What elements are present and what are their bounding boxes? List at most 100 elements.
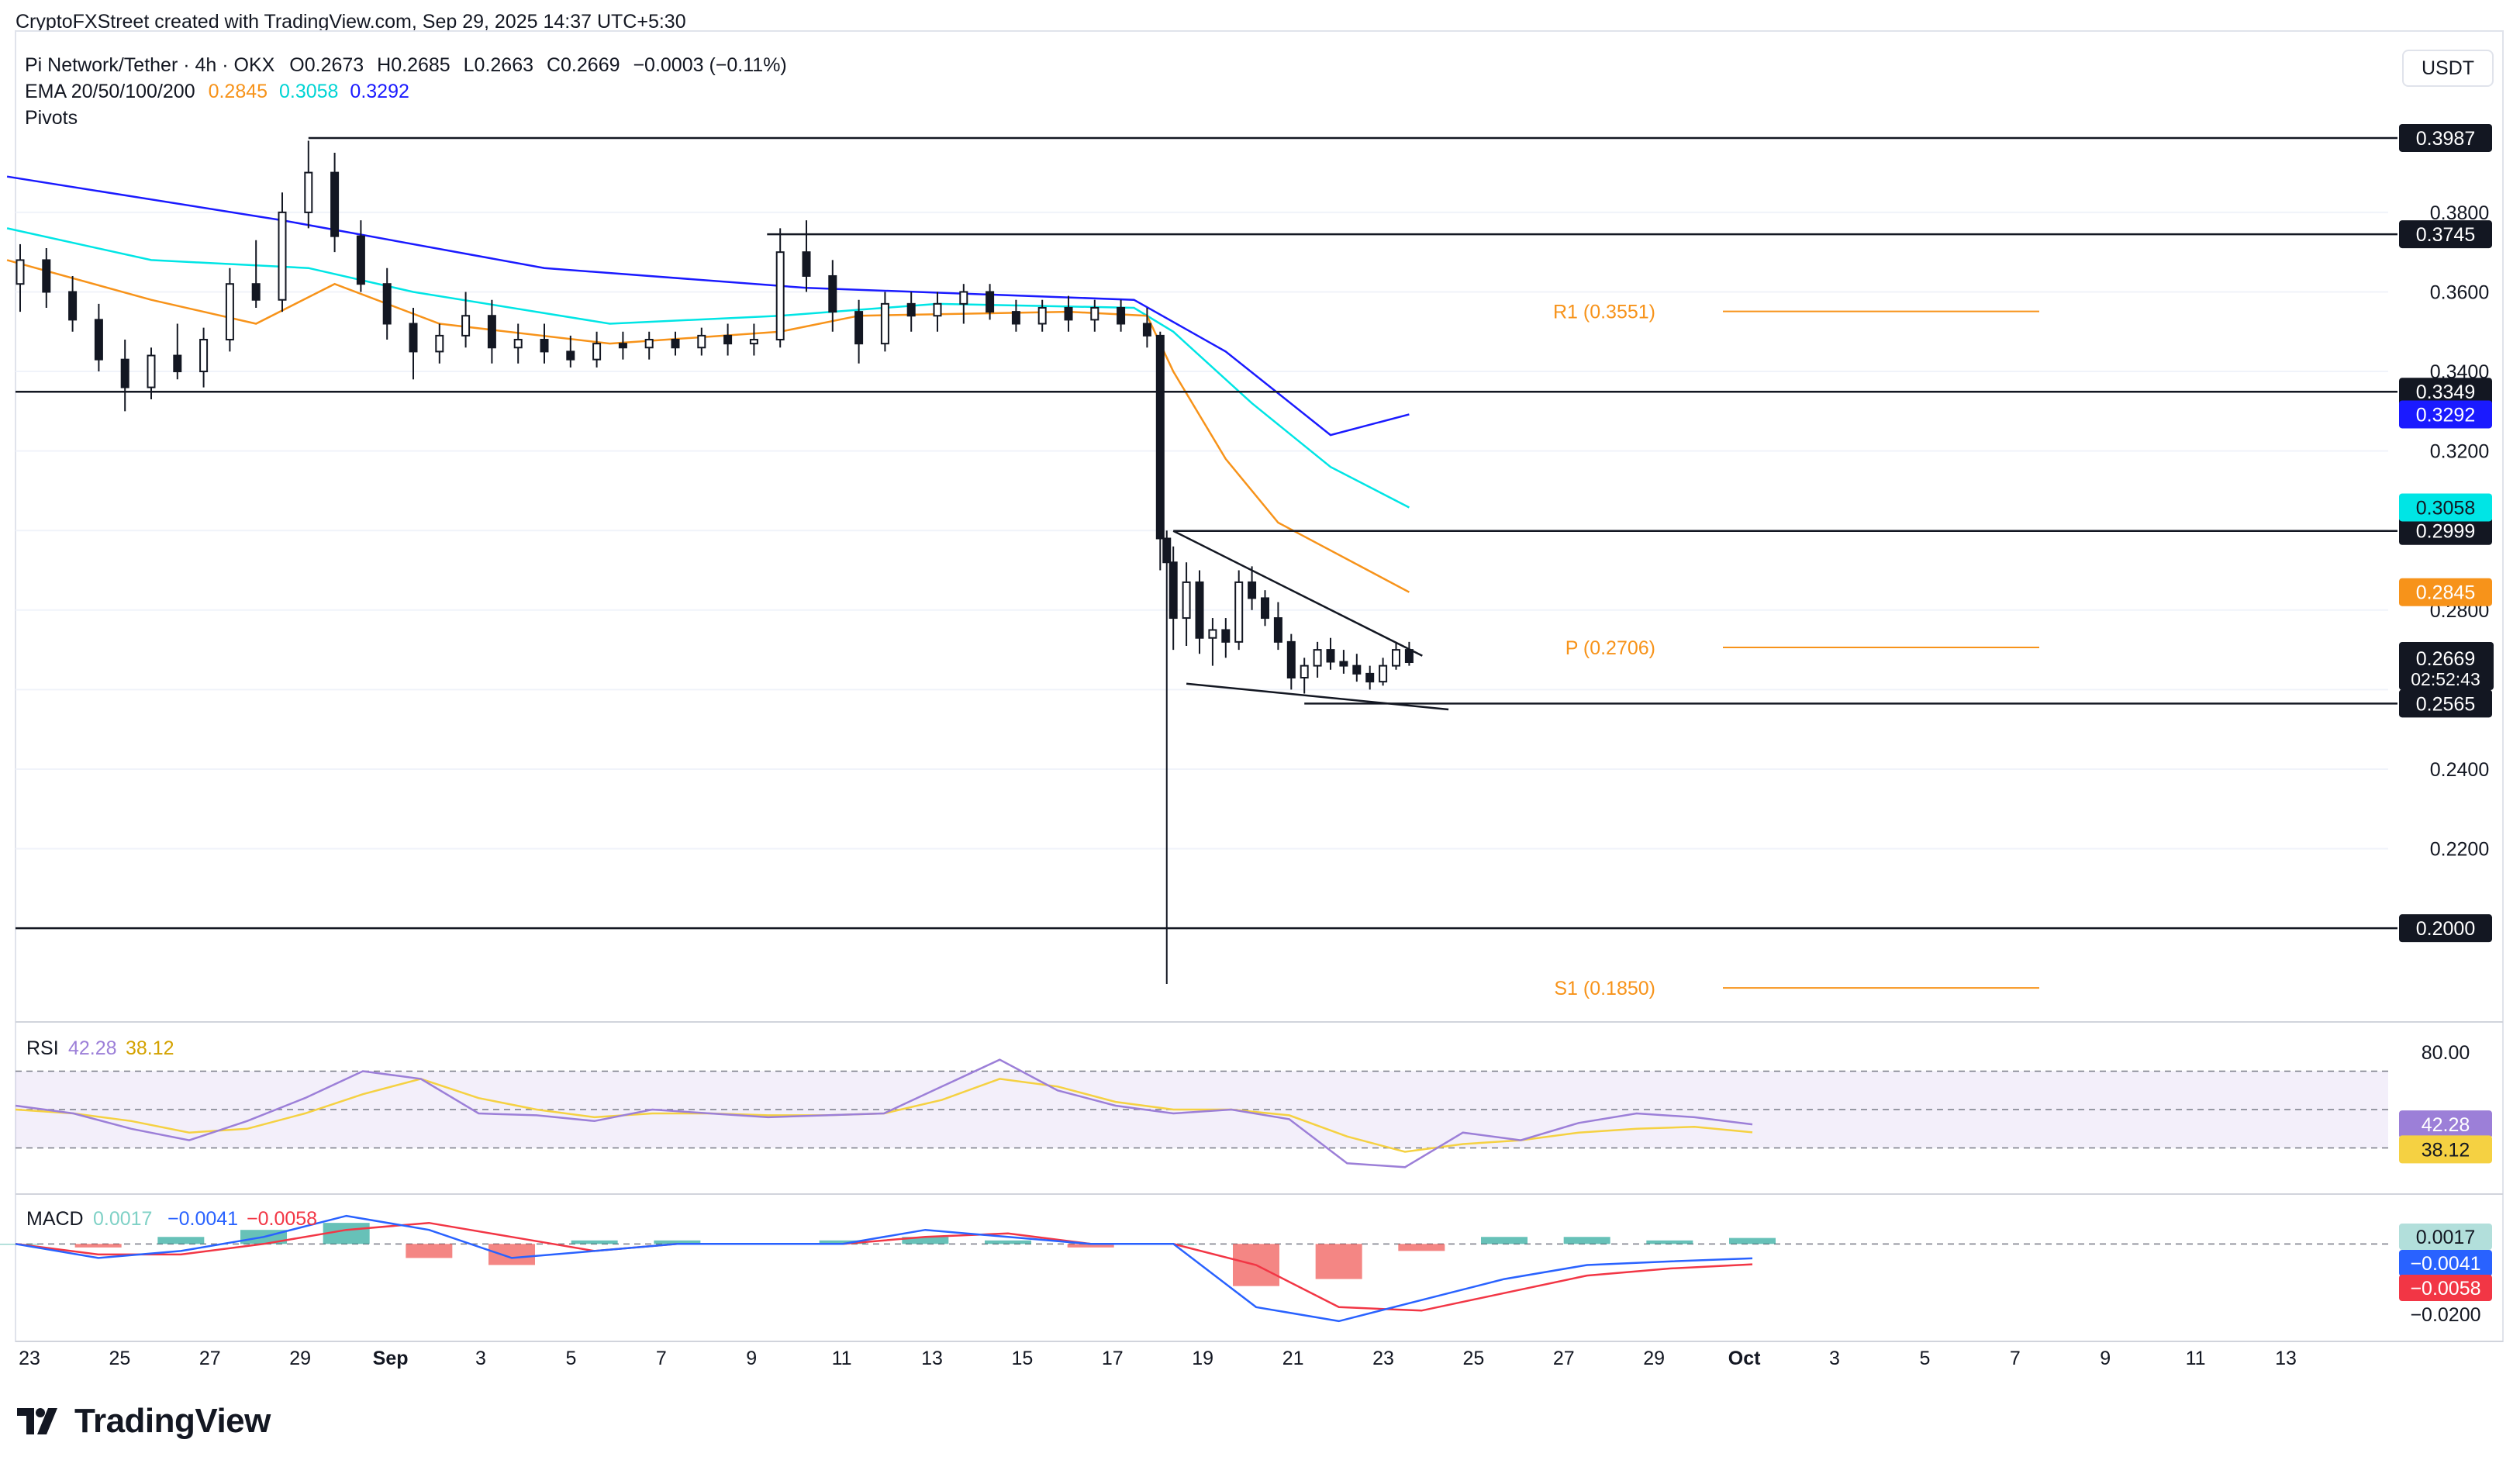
- price-label: 0.2565: [2416, 693, 2475, 715]
- macd-histogram-bar: [74, 1244, 122, 1248]
- macd-hist-legend-value: 0.0017: [93, 1208, 152, 1230]
- macd-histogram-bar: [1646, 1240, 1693, 1244]
- x-tick-label: 3: [475, 1348, 486, 1369]
- x-tick-label: 25: [1462, 1348, 1484, 1369]
- price-label-box: [2399, 914, 2492, 943]
- candle-body: [1273, 617, 1282, 643]
- macd-value-tag: [2399, 1224, 2492, 1250]
- candle-body: [1326, 649, 1335, 663]
- price-label-box: [2399, 123, 2492, 152]
- price-label: 0.3745: [2416, 224, 2475, 246]
- ema-legend: EMA 20/50/100/200 0.2845 0.3058 0.3292: [25, 81, 409, 103]
- macd-histogram-bar: [819, 1240, 866, 1244]
- candle-body: [1090, 306, 1099, 321]
- candle-body: [1011, 311, 1020, 325]
- candle-body: [435, 334, 444, 353]
- rsi-y-tick: 80.00: [2422, 1042, 2470, 1064]
- candle-body: [120, 358, 129, 388]
- pivot-label: S1 (0.1850): [1554, 978, 1655, 999]
- candle-body: [802, 251, 811, 277]
- candle-body: [1339, 661, 1348, 667]
- price-label: 0.2000: [2416, 918, 2475, 940]
- currency-button[interactable]: USDT: [2402, 50, 2494, 87]
- x-tick-label: 25: [109, 1348, 130, 1369]
- pivots-label: Pivots: [25, 107, 78, 129]
- current-price-tag: [2399, 642, 2494, 691]
- macd-value-tag: [2399, 1275, 2492, 1301]
- symbol-name: Pi Network/Tether · 4h · OKX: [25, 54, 275, 76]
- candle-body: [278, 211, 287, 301]
- rsi-title: RSI: [26, 1037, 59, 1059]
- candle-body: [1142, 323, 1151, 337]
- macd-title: MACD: [26, 1208, 84, 1230]
- candle-body: [173, 354, 182, 373]
- macd-histogram-bar: [1481, 1237, 1528, 1244]
- candle-body: [251, 283, 261, 301]
- x-tick-label: 17: [1102, 1348, 1124, 1369]
- candle-body: [461, 315, 471, 337]
- change-value: −0.0003 (−0.11%): [633, 54, 787, 76]
- macd-y-tick: −0.0200: [2410, 1304, 2480, 1326]
- macd-value-label: −0.0058: [2410, 1278, 2480, 1300]
- ema-value-label: 0.2845: [2416, 582, 2475, 604]
- candle-body: [199, 339, 209, 373]
- candle-body: [723, 334, 733, 345]
- candle-body: [1352, 664, 1362, 675]
- candle-body: [697, 334, 706, 349]
- x-tick-label: 27: [199, 1348, 221, 1369]
- candle-body: [1208, 629, 1217, 639]
- x-tick-label: 29: [1643, 1348, 1665, 1369]
- candle-body: [1261, 597, 1269, 620]
- candle-body: [1117, 306, 1126, 325]
- x-tick-label: 23: [19, 1348, 40, 1369]
- x-tick-label: 11: [832, 1348, 852, 1369]
- candle-body: [225, 283, 234, 341]
- y-tick-label: 0.3600: [2430, 281, 2489, 303]
- ema200-line: [6, 175, 1410, 437]
- x-tick-label: 13: [921, 1348, 943, 1369]
- candle-body: [1182, 581, 1191, 620]
- ema20-line: [6, 259, 1410, 593]
- macd-histogram-bar: [1729, 1237, 1776, 1244]
- candle-body: [409, 323, 418, 353]
- x-tick-label: 13: [2275, 1348, 2297, 1369]
- candle-body: [906, 302, 916, 317]
- ema50-value: 0.3058: [279, 81, 339, 102]
- x-tick-label: 19: [1192, 1348, 1213, 1369]
- candle-body: [1365, 672, 1375, 683]
- macd-signal-line: [15, 1221, 1753, 1312]
- rsi-ma-value-label: 38.12: [2422, 1139, 2470, 1161]
- macd-histogram-bar: [1398, 1244, 1445, 1251]
- wedge-upper-line: [1172, 530, 1423, 657]
- x-tick-label: 9: [746, 1348, 757, 1369]
- candle-body: [1195, 581, 1204, 639]
- macd-histogram-bar: [1315, 1244, 1362, 1279]
- macd-value-label: −0.0041: [2410, 1253, 2480, 1275]
- candle-body: [1234, 581, 1244, 643]
- candle-body: [749, 339, 758, 345]
- close-value: 0.2669: [561, 54, 620, 76]
- candle-body: [1169, 561, 1178, 620]
- x-tick-label: 3: [1829, 1348, 1840, 1369]
- macd-histogram-bar: [488, 1244, 535, 1265]
- macd-line: [15, 1214, 1753, 1323]
- low-value: 0.2663: [474, 54, 534, 76]
- candle-body: [671, 339, 680, 349]
- price-label: 0.2999: [2416, 521, 2475, 543]
- candle-body: [566, 350, 575, 361]
- current-price-label: 0.2669: [2416, 648, 2475, 670]
- candle-body: [1037, 306, 1047, 325]
- price-label-box: [2399, 220, 2492, 249]
- candle-body: [68, 291, 78, 321]
- pivot-label: R1 (0.3551): [1553, 302, 1655, 323]
- price-label-box: [2399, 378, 2492, 406]
- x-tick-label: 5: [565, 1348, 576, 1369]
- candle-body: [1221, 629, 1231, 643]
- candle-body: [959, 291, 968, 305]
- rsi-ma-legend-value: 38.12: [126, 1037, 174, 1059]
- countdown-label: 02:52:43: [2411, 669, 2480, 689]
- symbol-legend: Pi Network/Tether · 4h · OKX O0.2673 H0.…: [25, 54, 787, 76]
- x-tick-label: Sep: [373, 1348, 409, 1369]
- ema-label: EMA 20/50/100/200: [25, 81, 195, 102]
